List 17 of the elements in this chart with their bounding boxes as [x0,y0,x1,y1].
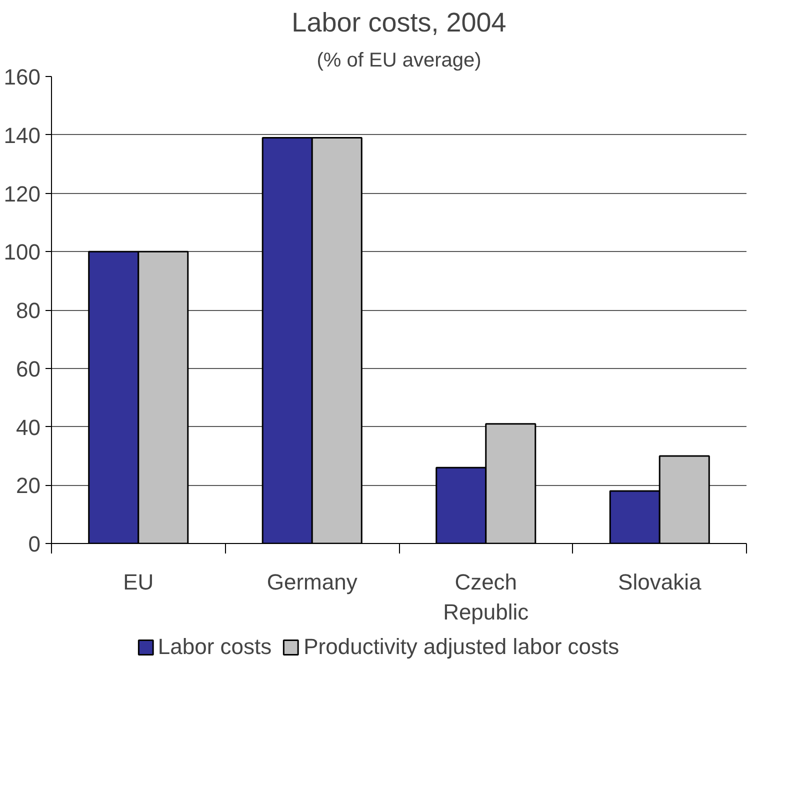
x-tick-label: EU [123,570,154,594]
legend-label: Labor costs [158,634,272,660]
legend-label: Productivity adjusted labor costs [304,634,620,660]
chart-title: Labor costs, 2004 [292,8,506,38]
y-tick-label: 120 [4,181,41,206]
y-tick-label: 40 [16,414,41,440]
x-tick-label: Germany [266,570,358,594]
y-tick-label: 20 [16,473,41,498]
y-tick-label: 0 [28,532,41,556]
y-tick-label: 60 [16,356,41,382]
x-tick-label: Czech Republic [443,570,529,624]
y-tick-label: 140 [4,122,41,148]
y-tick-label: 100 [4,240,41,265]
y-tick-label: 160 [4,64,41,90]
y-tick-label: 80 [16,298,41,323]
chart-subtitle: (% of EU average) [316,50,482,72]
x-tick-label: Slovakia [618,570,702,594]
